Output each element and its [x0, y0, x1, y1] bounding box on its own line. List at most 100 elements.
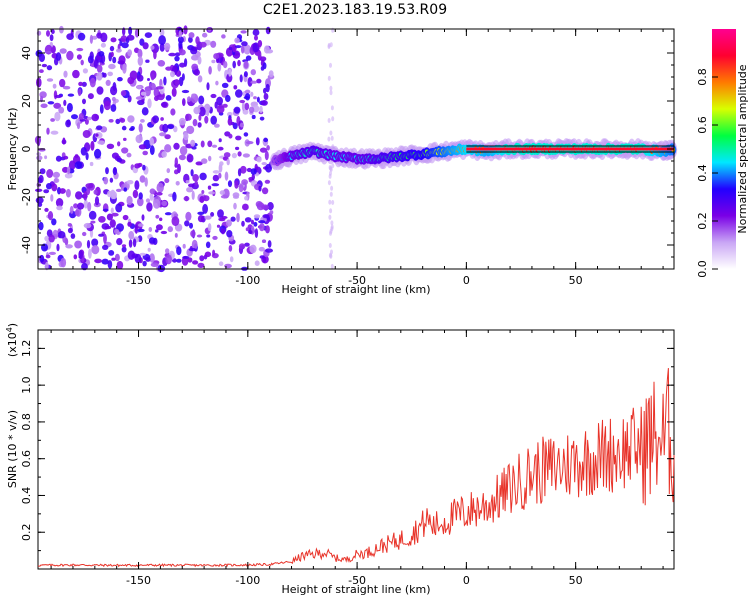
noise-speckle	[188, 247, 197, 252]
noise-speckle	[327, 118, 331, 123]
noise-speckle	[54, 111, 61, 122]
noise-speckle	[246, 167, 252, 173]
noise-speckle	[141, 107, 149, 116]
noise-speckle	[150, 45, 155, 50]
noise-speckle	[228, 68, 232, 77]
noise-speckle	[239, 99, 246, 104]
snr-x-axis-label: Height of straight line (km)	[281, 583, 430, 596]
noise-speckle	[96, 125, 103, 130]
noise-speckle	[166, 168, 171, 174]
noise-speckle	[36, 30, 42, 36]
noise-speckle	[91, 113, 99, 122]
noise-speckle	[153, 87, 160, 98]
noise-speckle	[66, 166, 71, 175]
noise-speckle	[65, 119, 71, 128]
noise-speckle	[63, 70, 68, 78]
noise-speckle	[89, 77, 96, 88]
noise-speckle	[232, 60, 236, 69]
noise-speckle	[253, 96, 257, 100]
y-tick-label: 0.6	[20, 450, 33, 468]
noise-speckle	[220, 228, 226, 235]
noise-speckle	[233, 106, 241, 114]
noise-speckle	[135, 134, 143, 144]
noise-speckle	[126, 195, 133, 206]
noise-speckle	[330, 105, 334, 111]
noise-speckle	[148, 237, 156, 244]
noise-speckle	[240, 165, 247, 174]
y-tick-label: 20	[20, 94, 33, 108]
noise-speckle	[330, 220, 334, 226]
noise-speckle	[120, 35, 128, 43]
noise-speckle	[210, 212, 215, 217]
spectrogram-panel: -150 -100 -50 0 50 -40 -20 0 20 40 Height of str…	[6, 25, 678, 296]
noise-speckle	[137, 48, 143, 59]
noise-speckle	[38, 53, 46, 62]
noise-speckle	[72, 69, 80, 79]
noise-speckle	[108, 250, 115, 256]
noise-speckle	[158, 152, 163, 158]
noise-speckle	[105, 167, 109, 175]
noise-speckle	[193, 69, 200, 76]
noise-speckle	[121, 125, 127, 131]
noise-speckle	[147, 98, 152, 109]
noise-speckle	[134, 163, 141, 169]
noise-speckle	[55, 52, 62, 61]
noise-speckle	[145, 256, 151, 262]
chart-title: C2E1.2023.183.19.53.R09	[263, 2, 447, 18]
noise-speckle	[181, 89, 190, 94]
noise-speckle	[107, 71, 113, 77]
noise-speckle	[147, 247, 151, 252]
noise-speckle	[46, 78, 54, 82]
noise-speckle	[50, 194, 54, 202]
noise-speckle	[181, 73, 185, 81]
noise-speckle	[134, 253, 142, 264]
noise-speckle	[116, 238, 123, 246]
noise-speckle	[201, 158, 208, 164]
noise-speckle	[46, 183, 52, 190]
noise-speckle	[257, 50, 262, 59]
noise-speckle	[187, 96, 191, 103]
noise-speckle	[90, 220, 96, 224]
noise-speckle	[221, 34, 226, 39]
noise-speckle	[252, 29, 260, 36]
noise-speckle	[157, 60, 166, 67]
noise-speckle	[111, 191, 118, 200]
noise-speckle	[155, 86, 164, 90]
noise-speckle	[87, 201, 92, 212]
noise-speckle	[228, 245, 233, 252]
noise-speckle	[110, 37, 117, 43]
noise-speckle	[95, 133, 99, 137]
noise-speckle	[117, 141, 121, 147]
noise-region	[34, 25, 335, 273]
noise-speckle	[234, 180, 239, 189]
noise-speckle	[251, 219, 254, 225]
noise-speckle	[121, 246, 127, 253]
x-tick-label: -150	[126, 574, 151, 587]
noise-speckle	[132, 238, 137, 248]
noise-speckle	[210, 93, 217, 99]
noise-speckle	[329, 62, 332, 68]
snr-multiplier-label: (x104)	[5, 323, 20, 357]
noise-speckle	[71, 114, 78, 120]
x-tick-label: 0	[463, 574, 470, 587]
noise-speckle	[128, 239, 133, 248]
noise-speckle	[240, 45, 245, 54]
noise-speckle	[115, 203, 123, 213]
noise-speckle	[106, 143, 115, 149]
noise-speckle	[177, 163, 181, 174]
noise-speckle	[52, 83, 57, 89]
noise-speckle	[220, 194, 229, 199]
noise-speckle	[120, 90, 127, 97]
noise-speckle	[263, 87, 267, 94]
noise-speckle	[259, 105, 263, 113]
noise-speckle	[188, 32, 195, 39]
noise-speckle	[265, 248, 273, 253]
noise-speckle	[173, 142, 180, 150]
noise-speckle	[134, 180, 140, 191]
noise-speckle	[204, 251, 212, 258]
noise-speckle	[179, 62, 186, 68]
noise-speckle	[74, 209, 80, 216]
noise-speckle	[102, 72, 107, 78]
y-tick-label: 0.2	[20, 523, 33, 541]
noise-speckle	[250, 91, 254, 97]
